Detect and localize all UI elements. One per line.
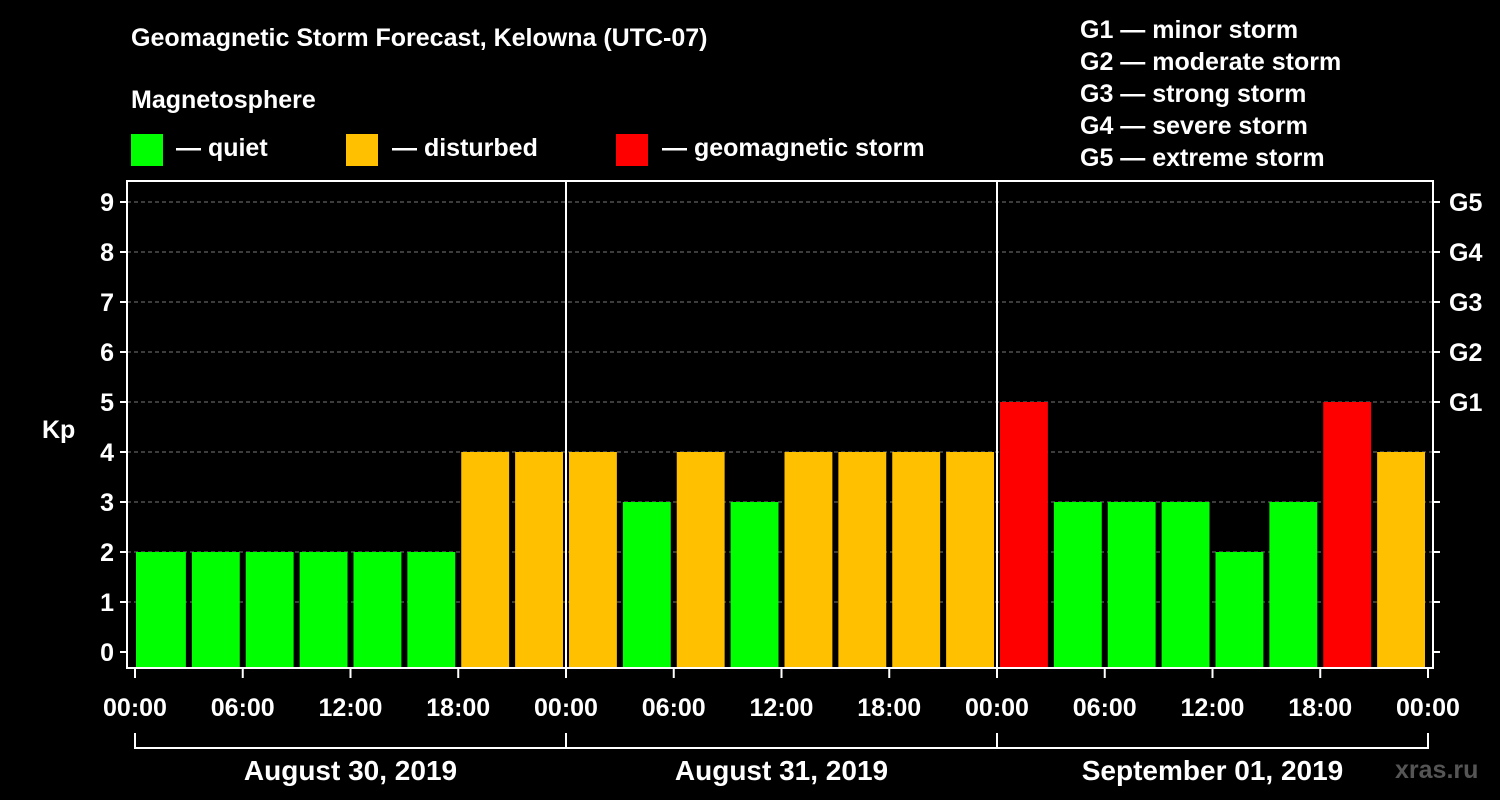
x-tick-label: 18:00 xyxy=(426,694,490,722)
kp-bar xyxy=(353,552,402,668)
y-tick-label: 1 xyxy=(100,589,114,617)
g-level-label: G4 xyxy=(1449,239,1482,267)
g-scale-item: G2 — moderate storm xyxy=(1080,48,1342,76)
g-level-label: G5 xyxy=(1449,189,1482,217)
kp-bar xyxy=(515,452,563,668)
y-tick-label: 2 xyxy=(100,539,114,567)
y-tick-label: 8 xyxy=(100,239,114,267)
kp-bar xyxy=(838,452,887,668)
x-tick-label: 00:00 xyxy=(1396,694,1460,722)
y-tick-label: 5 xyxy=(100,389,114,417)
kp-bar xyxy=(892,452,941,668)
legend-swatch-storm xyxy=(616,134,648,166)
plot-frame xyxy=(126,180,1434,669)
kp-bar xyxy=(1269,502,1318,668)
g-scale-legend: G1 — minor storm G2 — moderate storm G3 … xyxy=(1080,14,1341,174)
kp-bar xyxy=(1000,402,1048,668)
kp-bar xyxy=(622,502,671,668)
kp-bar xyxy=(299,552,348,668)
x-tick-label: 06:00 xyxy=(211,694,275,722)
kp-bar xyxy=(191,552,240,668)
y-tick-label: 9 xyxy=(100,189,114,217)
y-tick-label: 3 xyxy=(100,489,114,517)
day-label: September 01, 2019 xyxy=(1082,755,1344,786)
g-scale-item: G1 — minor storm xyxy=(1080,16,1299,44)
g-scale-item: G3 — strong storm xyxy=(1080,80,1307,108)
kp-bar xyxy=(676,452,725,668)
g-scale-item: G5 — extreme storm xyxy=(1080,144,1325,172)
x-tick-label: 18:00 xyxy=(1288,694,1352,722)
legend-label-disturbed: — disturbed xyxy=(392,134,538,162)
kp-bar xyxy=(1161,502,1210,668)
kp-bar xyxy=(1107,502,1156,668)
x-tick-label: 06:00 xyxy=(1073,694,1137,722)
legend-swatch-quiet xyxy=(131,134,163,166)
kp-bar xyxy=(946,452,994,668)
kp-bar xyxy=(569,452,617,668)
g-scale-item: G4 — severe storm xyxy=(1080,112,1308,140)
legend-title: Magnetosphere xyxy=(131,86,316,114)
y-tick-label: 0 xyxy=(100,639,114,667)
y-tick-label: 6 xyxy=(100,339,114,367)
kp-bar xyxy=(1377,452,1425,668)
y-tick-label: 4 xyxy=(100,439,114,467)
x-tick-label: 12:00 xyxy=(750,694,814,722)
x-tick-label: 18:00 xyxy=(857,694,921,722)
x-tick-label: 00:00 xyxy=(965,694,1029,722)
g-level-label: G1 xyxy=(1449,389,1482,417)
kp-bar xyxy=(245,552,294,668)
g-level-label: G2 xyxy=(1449,339,1482,367)
kp-bar xyxy=(136,552,186,668)
day-label: August 31, 2019 xyxy=(675,755,888,786)
g-level-label: G3 xyxy=(1449,289,1482,317)
x-tick-label: 12:00 xyxy=(1181,694,1245,722)
kp-bar xyxy=(461,452,510,668)
y-tick-label: 7 xyxy=(100,289,114,317)
legend-swatch-disturbed xyxy=(346,134,378,166)
kp-bar xyxy=(1215,552,1264,668)
kp-bar xyxy=(1053,502,1102,668)
watermark: xras.ru xyxy=(1395,756,1479,784)
x-tick-label: 06:00 xyxy=(642,694,706,722)
chart-title: Geomagnetic Storm Forecast, Kelowna (UTC… xyxy=(131,24,708,52)
kp-bar xyxy=(407,552,456,668)
x-tick-label: 12:00 xyxy=(319,694,383,722)
legend-label-storm: — geomagnetic storm xyxy=(662,134,925,162)
kp-bar xyxy=(784,452,833,668)
x-tick-label: 00:00 xyxy=(103,694,167,722)
legend-label-quiet: — quiet xyxy=(176,134,268,162)
y-axis-label: Kp xyxy=(42,416,75,444)
kp-bar xyxy=(1323,402,1372,668)
day-label: August 30, 2019 xyxy=(244,755,457,786)
x-tick-label: 00:00 xyxy=(534,694,598,722)
kp-bar xyxy=(730,502,779,668)
